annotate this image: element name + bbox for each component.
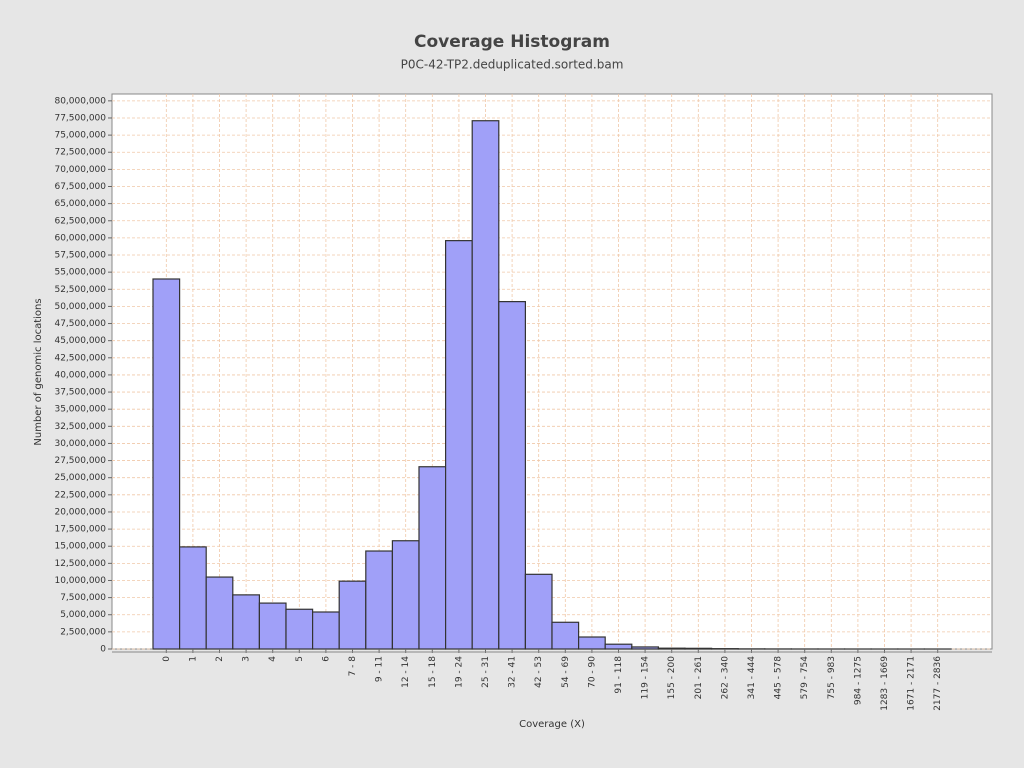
bar (604, 643, 633, 650)
plot-area (111, 93, 993, 650)
x-tick-label: 262 - 340 (720, 656, 730, 700)
x-tick-label: 15 - 18 (428, 656, 438, 688)
y-tick-label: 27,500,000 (54, 456, 106, 466)
x-tick-label: 42 - 53 (534, 656, 544, 688)
y-tick-label: 77,500,000 (54, 113, 106, 123)
bar (232, 594, 261, 650)
x-tick-label: 2177 - 2836 (933, 656, 943, 711)
y-tick-label: 32,500,000 (54, 422, 106, 432)
x-tick-label: 579 - 754 (800, 656, 810, 700)
x-tick-label: 2 (215, 656, 225, 662)
x-tick-label: 7 - 8 (348, 656, 358, 677)
y-tick-label: 72,500,000 (54, 148, 106, 158)
bar (551, 621, 580, 650)
y-tick-label: 5,000,000 (60, 610, 106, 620)
y-tick-label: 75,000,000 (54, 131, 106, 141)
bar (152, 278, 181, 650)
bar (684, 647, 713, 650)
x-tick-label: 155 - 200 (667, 656, 677, 700)
y-tick-label: 15,000,000 (54, 542, 106, 552)
y-tick-label: 10,000,000 (54, 576, 106, 586)
y-tick-label: 12,500,000 (54, 559, 106, 569)
x-tick-label: 3 (242, 656, 252, 662)
chart-subtitle: P0C-42-TP2.deduplicated.sorted.bam (401, 58, 624, 72)
x-tick-label: 0 (162, 656, 172, 662)
x-tick-label: 4 (268, 656, 278, 662)
x-tick-label: 25 - 31 (481, 656, 491, 688)
x-tick-label: 984 - 1275 (853, 656, 863, 705)
x-tick-label: 9 - 11 (375, 656, 385, 682)
bar (498, 301, 526, 650)
y-tick-label: 42,500,000 (54, 353, 106, 363)
x-tick-label: 32 - 41 (508, 656, 518, 688)
x-tick-label: 19 - 24 (454, 656, 464, 688)
y-tick-label: 17,500,000 (54, 525, 106, 535)
x-tick-label: 1283 - 1669 (880, 656, 890, 711)
y-tick-label: 55,000,000 (54, 268, 106, 278)
y-tick-label: 37,500,000 (54, 388, 106, 398)
bar (524, 573, 553, 650)
bar (365, 550, 393, 650)
y-tick-label: 70,000,000 (54, 165, 106, 175)
x-tick-label: 6 (321, 656, 331, 662)
bar (418, 466, 447, 650)
y-axis-label: Number of genomic locations (33, 298, 44, 445)
y-tick-label: 0 (100, 645, 106, 655)
x-tick-label: 1671 - 2171 (907, 656, 917, 711)
y-tick-label: 80,000,000 (54, 96, 106, 106)
x-tick-label: 12 - 14 (401, 656, 411, 688)
bar (179, 546, 207, 650)
y-tick-label: 7,500,000 (60, 593, 106, 603)
y-tick-label: 22,500,000 (54, 490, 106, 500)
y-tick-label: 52,500,000 (54, 285, 106, 295)
x-tick-label: 201 - 261 (694, 656, 704, 699)
y-tick-label: 30,000,000 (54, 439, 106, 449)
x-tick-label: 54 - 69 (561, 656, 571, 688)
x-tick-label: 445 - 578 (774, 656, 784, 700)
bar (205, 576, 234, 650)
bar (312, 611, 340, 650)
y-tick-label: 20,000,000 (54, 507, 106, 517)
bar (631, 646, 659, 650)
bar (657, 647, 686, 650)
bar (471, 120, 500, 650)
x-tick-label: 755 - 983 (827, 656, 837, 699)
y-tick-label: 40,000,000 (54, 370, 106, 380)
y-tick-label: 57,500,000 (54, 251, 106, 261)
y-tick-label: 47,500,000 (54, 319, 106, 329)
bar (258, 602, 287, 650)
x-axis-label: Coverage (X) (519, 719, 585, 730)
bar (285, 608, 314, 650)
x-tick-label: 1 (188, 656, 198, 662)
chart-title: Coverage Histogram (414, 32, 610, 52)
y-tick-label: 60,000,000 (54, 233, 106, 243)
bar (391, 540, 420, 650)
bar (338, 580, 367, 650)
bar (445, 240, 473, 650)
x-tick-label: 91 - 118 (614, 656, 624, 694)
y-tick-label: 45,000,000 (54, 336, 106, 346)
x-tick-label: 70 - 90 (587, 656, 597, 688)
y-tick-label: 25,000,000 (54, 473, 106, 483)
y-tick-label: 50,000,000 (54, 302, 106, 312)
x-tick-label: 119 - 154 (641, 656, 651, 700)
y-tick-label: 65,000,000 (54, 199, 106, 209)
x-tick-label: 341 - 444 (747, 656, 757, 700)
bar (577, 636, 606, 650)
x-tick-label: 5 (295, 656, 305, 662)
y-tick-label: 35,000,000 (54, 405, 106, 415)
y-tick-label: 62,500,000 (54, 216, 106, 226)
y-tick-label: 67,500,000 (54, 182, 106, 192)
y-tick-label: 2,500,000 (60, 627, 106, 637)
